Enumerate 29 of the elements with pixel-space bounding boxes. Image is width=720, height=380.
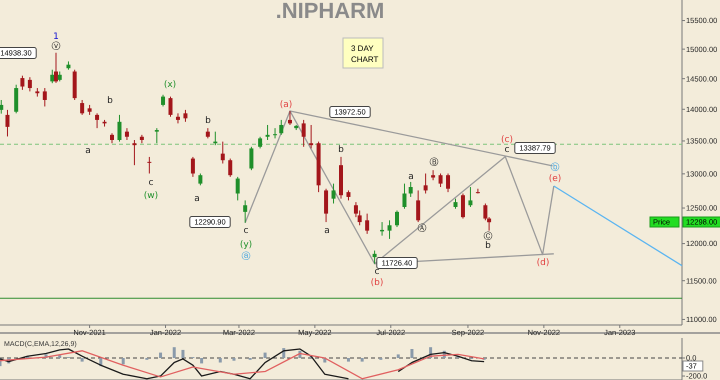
annotation: ⓐ xyxy=(242,251,250,262)
annotation: (w) xyxy=(144,191,158,202)
annotation: Ⓑ xyxy=(430,157,438,168)
annotation: 1 xyxy=(53,32,59,42)
annotation: (x) xyxy=(164,80,176,90)
annotation: b xyxy=(338,145,344,156)
chart-title: .NIPHARM xyxy=(276,0,384,23)
annotation: (d) xyxy=(536,258,550,268)
annotation: (b) xyxy=(370,278,384,288)
annotation: a xyxy=(194,194,200,204)
annotation: b xyxy=(205,116,212,126)
annotation: (a) xyxy=(280,100,292,110)
annotation: ⓥ xyxy=(52,41,60,52)
annotation: 3 DAY CHART xyxy=(351,44,379,64)
annotation: Ⓒ xyxy=(484,231,492,242)
annotation: c xyxy=(374,267,380,278)
annotation: b xyxy=(485,241,492,252)
annotation: c xyxy=(148,178,154,188)
annotation: (c) xyxy=(501,135,513,146)
annotation: a xyxy=(408,172,414,182)
annotation: a xyxy=(85,146,91,156)
annotation: (y) xyxy=(240,240,252,250)
annotation: c xyxy=(244,226,249,236)
annotation: c xyxy=(504,145,510,156)
annotation: Ⓐ xyxy=(418,223,426,234)
annotation: ⓑ xyxy=(550,162,560,174)
annotation: b xyxy=(107,96,114,106)
annotation: (e) xyxy=(548,174,562,184)
annotation: a xyxy=(324,226,330,236)
